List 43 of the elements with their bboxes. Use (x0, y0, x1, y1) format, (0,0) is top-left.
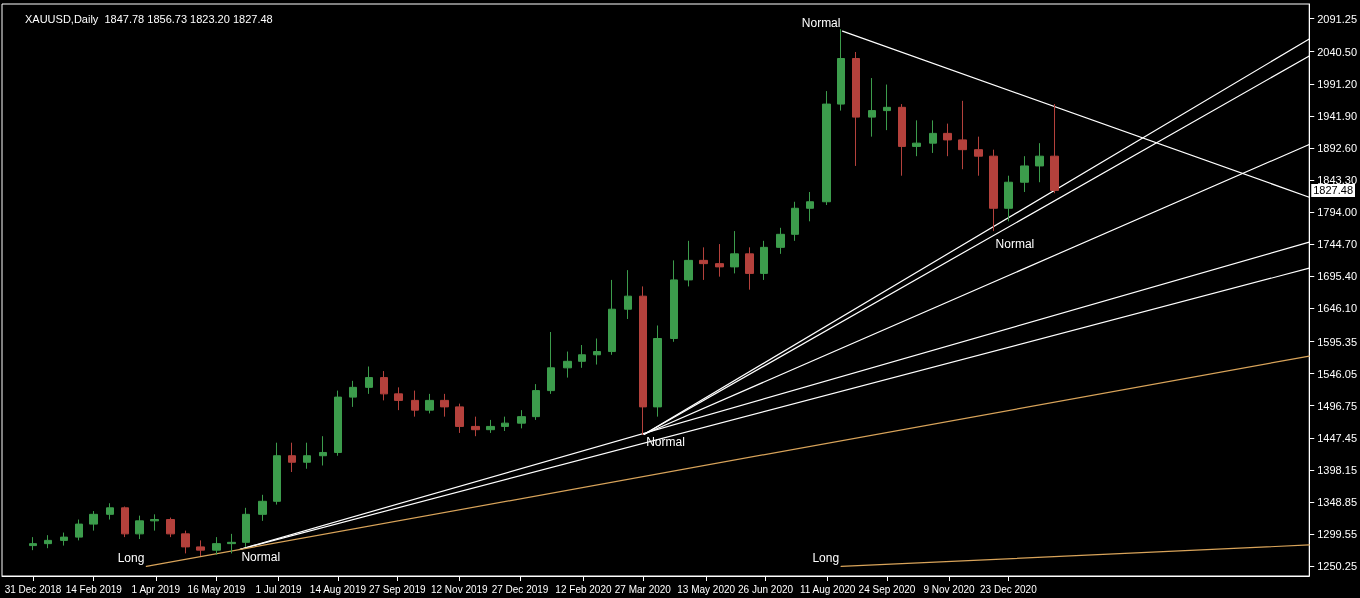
annotation: Normal (801, 16, 841, 31)
x-tick-label: 13 May 2020 (677, 583, 736, 595)
y-tick-label: 2091.25 (1317, 12, 1357, 25)
x-tick-label: 12 Feb 2020 (555, 583, 612, 595)
y-tick-label: 1496.75 (1317, 399, 1357, 412)
x-tick-label: 26 Jun 2020 (738, 583, 794, 595)
x-tick-label: 14 Aug 2019 (309, 583, 367, 595)
y-tick-label: 1348.85 (1317, 496, 1357, 509)
y-tick-label: 1843.30 (1317, 174, 1357, 187)
y-tick-label: 1595.35 (1317, 335, 1357, 348)
x-tick-label: 27 Sep 2019 (368, 583, 427, 595)
annotation: Normal (646, 435, 685, 450)
y-tick-label: 2040.50 (1317, 45, 1357, 58)
x-tick-label: 31 Dec 2018 (4, 583, 62, 595)
x-tick-label: 16 May 2019 (187, 583, 246, 595)
y-tick-label: 1892.60 (1317, 141, 1357, 154)
x-tick-label: 11 Aug 2020 (799, 583, 856, 595)
annotation: Normal (995, 236, 1035, 251)
annotation: Long (812, 551, 840, 566)
annotation: Long (117, 551, 145, 566)
x-tick-label: 27 Mar 2020 (614, 583, 672, 595)
x-tick-label: 1 Apr 2019 (131, 583, 181, 595)
y-tick-label: 1299.55 (1317, 528, 1357, 541)
y-tick-label: 1447.45 (1317, 431, 1357, 444)
y-tick-label: 1646.10 (1317, 302, 1357, 315)
x-tick-label: 9 Nov 2020 (923, 583, 976, 595)
text: XAUUSD,Daily 1847.78 1856.73 1823.20 1827.48 (25, 12, 273, 25)
x-tick-label: 14 Feb 2019 (65, 583, 123, 595)
y-tick-label: 1546.05 (1317, 367, 1357, 380)
x-tick-label: 27 Dec 2019 (491, 583, 549, 595)
y-tick-label: 1250.25 (1317, 560, 1357, 573)
text: 1827.48 (1313, 184, 1353, 197)
x-tick-label: 1 Jul 2019 (255, 583, 303, 595)
y-tick-label: 1794.00 (1317, 206, 1357, 219)
y-tick-label: 1695.40 (1317, 270, 1357, 283)
x-tick-label: 12 Nov 2019 (430, 583, 489, 595)
y-tick-label: 1941.90 (1317, 109, 1357, 122)
annotation: Normal (241, 550, 281, 565)
y-tick-label: 1744.70 (1317, 238, 1357, 251)
x-tick-label: 23 Dec 2020 (980, 583, 1038, 595)
y-tick-label: 1991.20 (1317, 77, 1357, 90)
y-tick-label: 1398.15 (1317, 463, 1357, 476)
x-tick-label: 24 Sep 2020 (858, 583, 916, 595)
